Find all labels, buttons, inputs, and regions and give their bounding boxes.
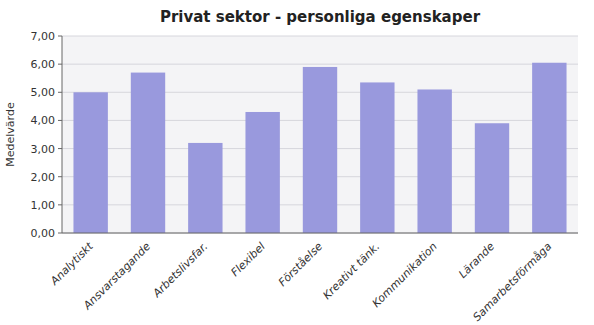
x-axis-line	[62, 233, 578, 234]
y-tick-label: 2,00	[31, 171, 56, 184]
y-tick-label: 0,00	[31, 227, 56, 240]
bar	[303, 67, 337, 233]
x-tick-label: Kommunikation	[370, 240, 440, 310]
y-tick	[58, 176, 62, 177]
y-tick	[58, 64, 62, 65]
bars	[73, 63, 566, 233]
y-tick	[58, 92, 62, 93]
grid-line	[62, 233, 578, 234]
grid-line	[62, 64, 578, 65]
y-tick	[58, 233, 62, 234]
y-axis-line	[62, 36, 63, 233]
y-tick-label: 1,00	[31, 199, 56, 212]
x-tick-label: Kreativt tänk.	[320, 240, 382, 302]
x-tick-label: Flexibel	[229, 240, 268, 279]
y-tick-label: 4,00	[31, 114, 56, 127]
y-tick-label: 6,00	[31, 58, 56, 71]
y-axis: 0,00 1,00 2,00 3,00 4,00 5,00 6,00 7,00	[31, 30, 63, 240]
bar	[360, 82, 394, 233]
x-tick-label: Ansvarstagande	[80, 240, 153, 313]
y-tick	[58, 204, 62, 205]
plot-area	[62, 36, 578, 233]
grid	[62, 36, 578, 233]
y-axis-label: Medelvärde	[4, 102, 17, 167]
bar	[532, 63, 566, 233]
y-tick-label: 7,00	[31, 30, 56, 43]
x-tick-label: Arbetslivsfar.	[150, 240, 211, 301]
y-tick	[58, 148, 62, 149]
bar	[73, 92, 107, 233]
y-tick-label: 3,00	[31, 143, 56, 156]
y-tick	[58, 36, 62, 37]
y-tick-label: 5,00	[31, 86, 56, 99]
bar	[245, 112, 279, 233]
y-tick	[58, 120, 62, 121]
grid-line	[62, 36, 578, 37]
x-tick-label: Samarbetsförmåga	[470, 240, 554, 324]
x-axis: AnalytisktAnsvarstagandeArbetslivsfar. Fl…	[47, 239, 554, 323]
bar	[188, 143, 222, 233]
bar	[417, 89, 451, 233]
title: Privat sektor - personliga egenskaper	[160, 8, 481, 26]
bar	[131, 73, 165, 233]
x-tick-label: Förståelse	[276, 240, 325, 289]
chart: Privat sektor - personliga egenskaper Med…	[0, 0, 594, 325]
x-tick-label: Analytiskt	[47, 239, 96, 288]
bar	[475, 123, 509, 233]
x-tick-label: Lärande	[456, 240, 497, 281]
